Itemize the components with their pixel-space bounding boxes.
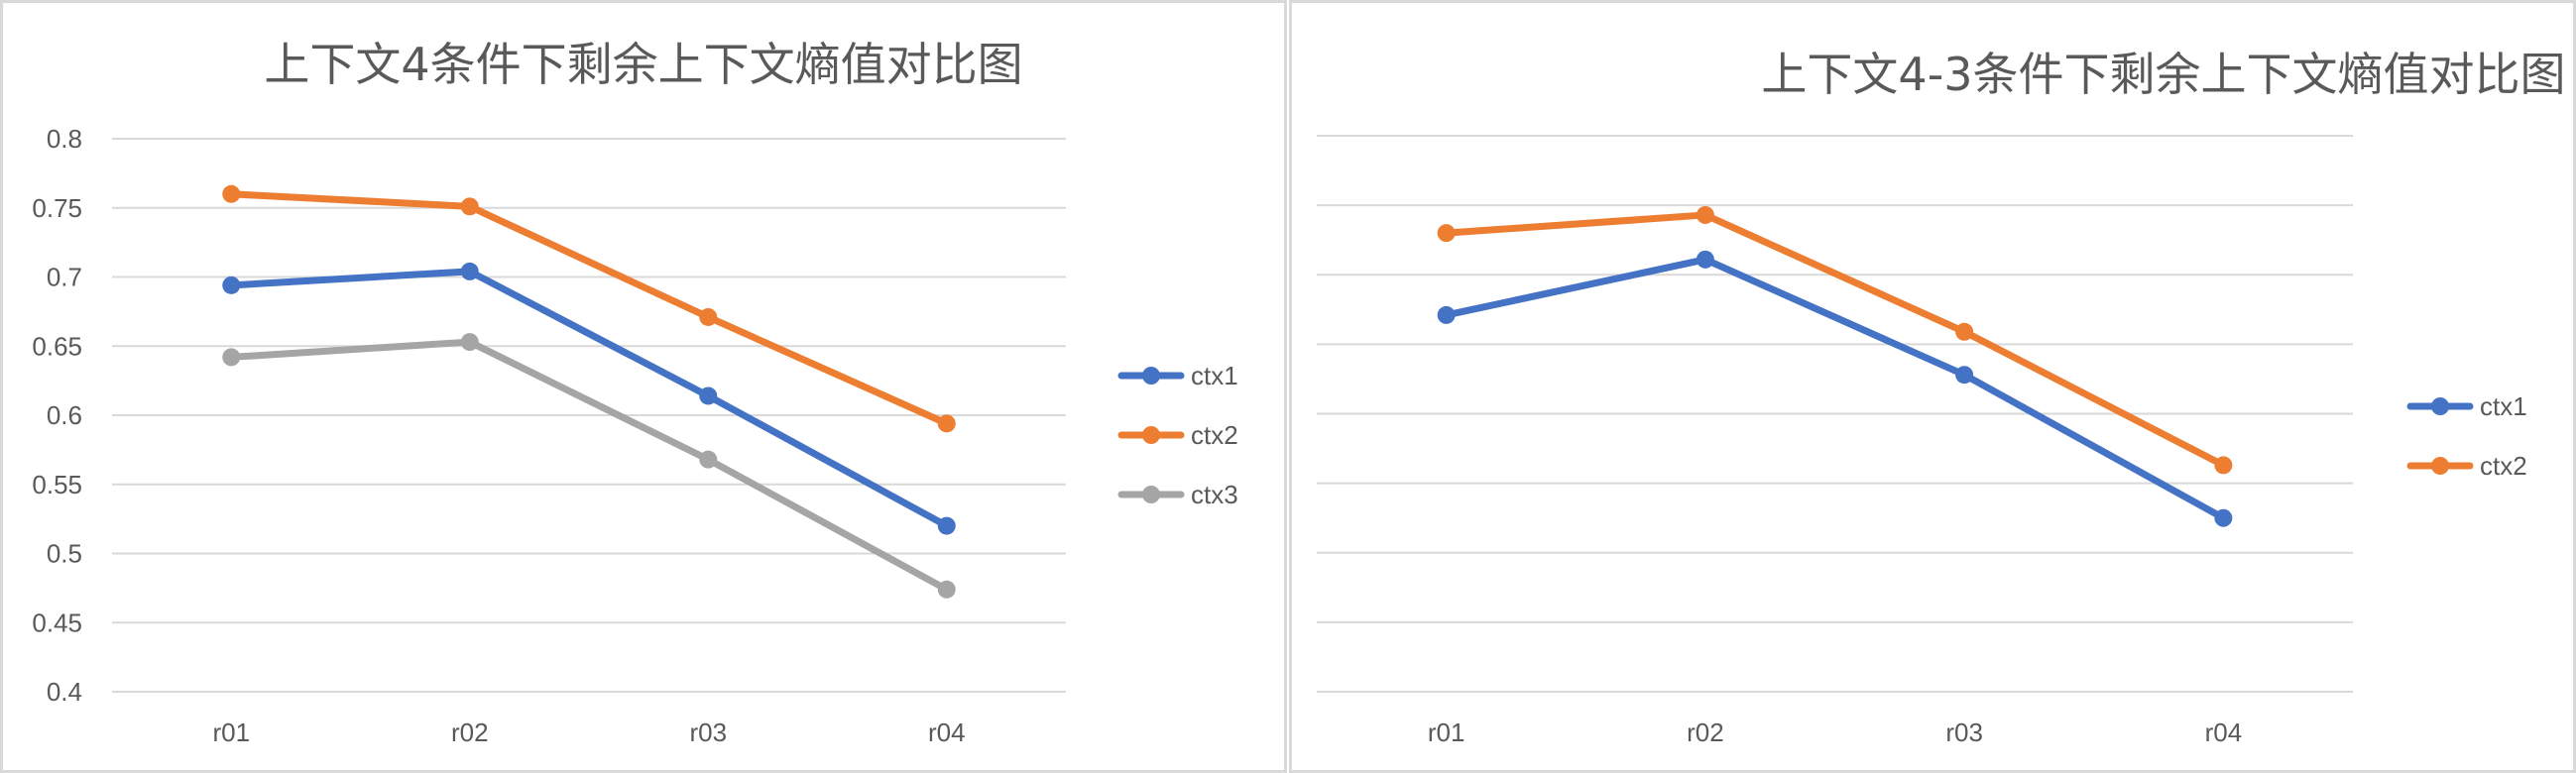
legend-marker-ctx2 xyxy=(2431,457,2449,475)
legend-label-ctx2: ctx2 xyxy=(2480,451,2527,481)
legend-marker-ctx1 xyxy=(2431,397,2449,415)
x-tick-label: r04 xyxy=(2205,718,2243,747)
y-tick-label: 0.8 xyxy=(47,124,82,154)
data-point-ctx2 xyxy=(2214,456,2233,475)
series-line-ctx1 xyxy=(227,268,951,530)
chart-1-svg: 上下文4条件下剩余上下文熵值对比图 0.4 0.45 0.5 0.55 0.6 0.65 0… xyxy=(32,38,1238,747)
data-point-ctx2 xyxy=(1955,322,1974,341)
legend-label-ctx1: ctx1 xyxy=(2480,391,2527,421)
data-point-ctx2 xyxy=(1696,205,1714,224)
y-tick-label: 0.6 xyxy=(47,400,82,430)
x-tick-label: r02 xyxy=(451,718,489,747)
x-tick-label: r03 xyxy=(1945,718,1983,747)
legend-marker-ctx3 xyxy=(1142,486,1160,503)
x-tick-label: r01 xyxy=(212,718,250,747)
chart-2-svg: 上下文4-3条件下剩余上下文熵值对比图 0.30.350.40.450.50.5… xyxy=(1317,48,2566,747)
data-point-ctx1 xyxy=(699,386,718,405)
chart-panel-1: 上下文4条件下剩余上下文熵值对比图 0.4 0.45 0.5 0.55 0.6 0.65 0… xyxy=(0,0,1287,773)
data-point-ctx1 xyxy=(1437,305,1456,324)
legend-marker-ctx1 xyxy=(1142,367,1160,385)
data-point-ctx1 xyxy=(222,276,241,294)
series-line-ctx2 xyxy=(1443,211,2227,469)
series-line-ctx3 xyxy=(227,338,951,594)
y-tick-label: 0.4 xyxy=(47,677,82,707)
series-line-ctx2 xyxy=(227,190,951,427)
y-tick-label: 0.75 xyxy=(32,193,82,223)
data-point-ctx1 xyxy=(2214,508,2233,527)
y-tick-label: 0.5 xyxy=(47,539,82,569)
data-point-ctx3 xyxy=(460,333,479,352)
y-tick-label: 0.55 xyxy=(32,470,82,499)
y-tick-label: 0.45 xyxy=(32,607,82,637)
chart-panel-2: 上下文4-3条件下剩余上下文熵值对比图 0.30.350.40.450.50.5… xyxy=(1289,0,2576,773)
data-point-ctx2 xyxy=(937,414,956,433)
x-tick-label: r04 xyxy=(928,718,966,747)
data-point-ctx2 xyxy=(460,197,479,216)
data-point-ctx3 xyxy=(937,580,956,599)
legend-marker-ctx2 xyxy=(1142,426,1160,444)
data-point-ctx2 xyxy=(1437,224,1456,243)
data-point-ctx1 xyxy=(1955,366,1974,385)
data-point-ctx1 xyxy=(1696,250,1714,269)
data-point-ctx1 xyxy=(460,262,479,280)
legend-label-ctx3: ctx3 xyxy=(1191,480,1238,509)
data-point-ctx2 xyxy=(699,307,718,326)
y-tick-label: 0.7 xyxy=(47,263,82,292)
x-tick-label: r01 xyxy=(1428,718,1465,747)
legend-label-ctx1: ctx1 xyxy=(1191,361,1238,390)
data-point-ctx1 xyxy=(937,516,956,535)
data-point-ctx3 xyxy=(222,348,241,367)
x-tick-label: r02 xyxy=(1687,718,1724,747)
data-point-ctx3 xyxy=(699,450,718,469)
data-point-ctx2 xyxy=(222,184,241,203)
chart-1-title: 上下文4条件下剩余上下文熵值对比图 xyxy=(264,38,1022,91)
chart-2-title: 上下文4-3条件下剩余上下文熵值对比图 xyxy=(1761,48,2565,101)
series-line-ctx1 xyxy=(1443,256,2227,522)
x-tick-label: r03 xyxy=(689,718,727,747)
y-tick-label: 0.65 xyxy=(32,331,82,361)
legend-label-ctx2: ctx2 xyxy=(1191,420,1238,450)
